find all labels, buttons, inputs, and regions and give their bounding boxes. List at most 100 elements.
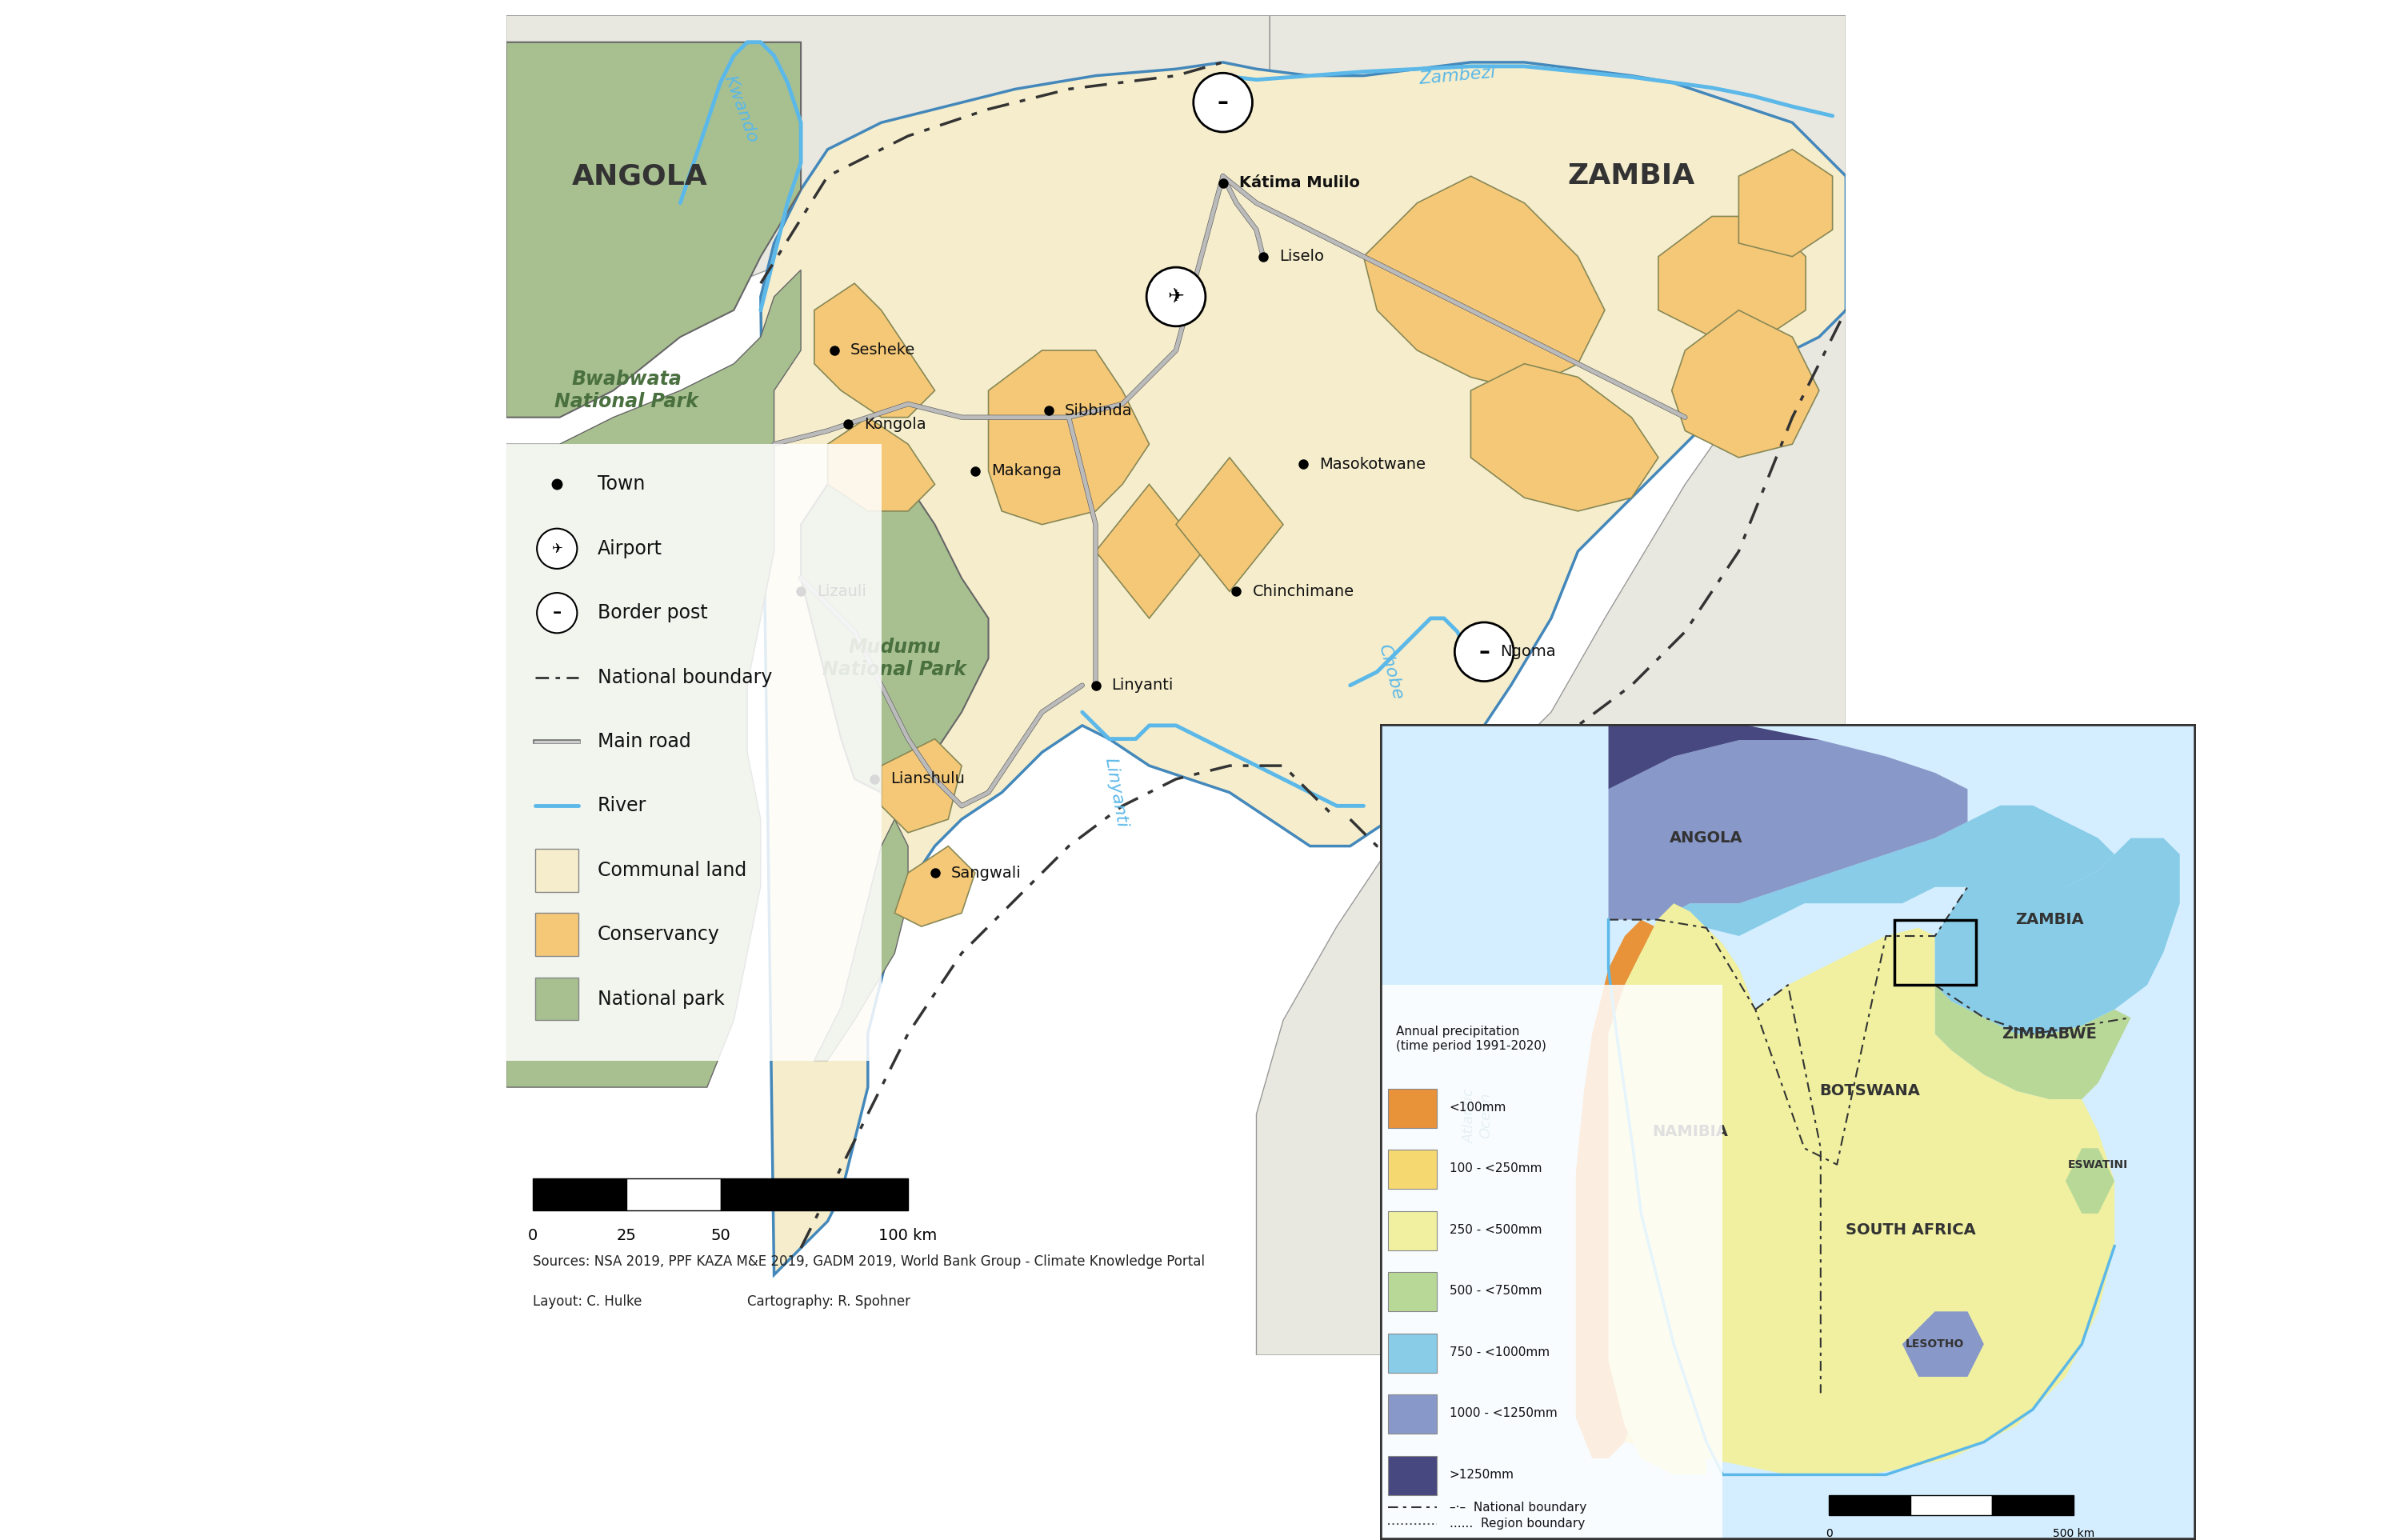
Text: River: River xyxy=(598,796,646,816)
Text: ✈: ✈ xyxy=(552,542,562,556)
Text: National boundary: National boundary xyxy=(598,668,773,687)
Polygon shape xyxy=(881,739,962,833)
Text: National park: National park xyxy=(598,989,725,1009)
Circle shape xyxy=(538,528,576,568)
Text: Atlantic
Ocean: Atlantic Ocean xyxy=(1462,1089,1493,1143)
FancyBboxPatch shape xyxy=(535,978,578,1019)
Text: ......  Region boundary: ...... Region boundary xyxy=(1450,1518,1584,1529)
FancyBboxPatch shape xyxy=(1829,1495,1910,1515)
Polygon shape xyxy=(1176,457,1284,591)
Text: Kátima Mulilo: Kátima Mulilo xyxy=(1238,176,1361,191)
Text: Linyanti: Linyanti xyxy=(1111,678,1174,693)
Text: Communal land: Communal land xyxy=(598,861,746,879)
FancyBboxPatch shape xyxy=(720,1178,907,1210)
Polygon shape xyxy=(1363,176,1606,391)
Text: 0: 0 xyxy=(528,1227,538,1243)
Polygon shape xyxy=(1255,310,1846,1355)
Polygon shape xyxy=(506,42,802,417)
FancyBboxPatch shape xyxy=(1387,1334,1438,1372)
Text: LESOTHO: LESOTHO xyxy=(1906,1338,1963,1349)
Text: BOTSWANA: BOTSWANA xyxy=(1486,805,1670,833)
Text: Lizauli: Lizauli xyxy=(816,584,866,599)
Text: Chinchimane: Chinchimane xyxy=(1253,584,1354,599)
Polygon shape xyxy=(1738,149,1834,257)
Text: Sesheke: Sesheke xyxy=(850,343,914,357)
Polygon shape xyxy=(506,270,802,1087)
Text: Annual precipitation
(time period 1991-2020): Annual precipitation (time period 1991-2… xyxy=(1397,1026,1546,1052)
Text: 500 - <750mm: 500 - <750mm xyxy=(1450,1284,1541,1297)
Text: Linyanti: Linyanti xyxy=(1102,756,1130,829)
FancyBboxPatch shape xyxy=(1910,1495,1992,1515)
Text: Kwando: Kwando xyxy=(720,74,761,145)
FancyBboxPatch shape xyxy=(1387,1210,1438,1250)
Text: SOUTH AFRICA: SOUTH AFRICA xyxy=(1846,1223,1975,1238)
Text: ✈: ✈ xyxy=(1166,286,1186,306)
FancyBboxPatch shape xyxy=(1992,1495,2074,1515)
FancyBboxPatch shape xyxy=(533,1178,626,1210)
FancyBboxPatch shape xyxy=(1387,1455,1438,1495)
Polygon shape xyxy=(1270,15,1846,351)
Polygon shape xyxy=(895,845,974,927)
Circle shape xyxy=(1193,72,1253,132)
Polygon shape xyxy=(1934,838,2179,1033)
Text: –: – xyxy=(1478,641,1490,664)
Text: Liselo: Liselo xyxy=(1279,249,1325,265)
Polygon shape xyxy=(989,351,1150,525)
Text: Layout: C. Hulke: Layout: C. Hulke xyxy=(533,1295,641,1309)
Polygon shape xyxy=(802,444,989,793)
Polygon shape xyxy=(1608,724,1822,788)
Text: –: – xyxy=(1217,91,1229,114)
Text: Makanga: Makanga xyxy=(991,464,1061,479)
FancyBboxPatch shape xyxy=(1380,724,2196,1540)
Text: Kongola: Kongola xyxy=(864,416,926,431)
Text: 100 km: 100 km xyxy=(878,1227,938,1243)
Polygon shape xyxy=(1608,904,2114,1475)
Text: ANGOLA: ANGOLA xyxy=(1670,830,1742,845)
Polygon shape xyxy=(814,819,907,1061)
Text: 750 - <1000mm: 750 - <1000mm xyxy=(1450,1346,1550,1358)
Polygon shape xyxy=(1097,484,1202,618)
Text: ZAMBIA: ZAMBIA xyxy=(1567,163,1694,189)
Polygon shape xyxy=(761,62,1846,1275)
Polygon shape xyxy=(1577,919,1658,1458)
Text: NAMIBIA: NAMIBIA xyxy=(1651,1124,1728,1140)
Text: 100 - <250mm: 100 - <250mm xyxy=(1450,1163,1541,1175)
Circle shape xyxy=(1147,268,1205,326)
Polygon shape xyxy=(1608,805,2114,936)
FancyBboxPatch shape xyxy=(1387,1150,1438,1189)
Text: ZIMBABWE: ZIMBABWE xyxy=(2002,1026,2098,1041)
Text: Border post: Border post xyxy=(598,604,708,622)
Text: 25: 25 xyxy=(617,1227,636,1243)
Text: Sibbinda: Sibbinda xyxy=(1066,403,1133,419)
Circle shape xyxy=(1454,622,1514,681)
Polygon shape xyxy=(506,15,1270,310)
Polygon shape xyxy=(1658,217,1805,337)
Text: Airport: Airport xyxy=(598,539,662,557)
Text: –·–  National boundary: –·– National boundary xyxy=(1450,1502,1586,1514)
Text: Sangwali: Sangwali xyxy=(950,865,1020,881)
FancyBboxPatch shape xyxy=(1387,1089,1438,1127)
Text: 50: 50 xyxy=(710,1227,730,1243)
Text: Ngoma: Ngoma xyxy=(1500,644,1555,659)
Polygon shape xyxy=(1934,986,2131,1100)
FancyBboxPatch shape xyxy=(1387,1395,1438,1434)
FancyBboxPatch shape xyxy=(626,1178,720,1210)
Text: Chobe: Chobe xyxy=(1375,642,1406,701)
Polygon shape xyxy=(1608,741,1968,919)
Text: 250 - <500mm: 250 - <500mm xyxy=(1450,1224,1541,1235)
Text: >1250mm: >1250mm xyxy=(1450,1469,1514,1480)
FancyBboxPatch shape xyxy=(506,444,881,1061)
Text: 500 km: 500 km xyxy=(2052,1528,2095,1538)
Text: 1000 - <1250mm: 1000 - <1250mm xyxy=(1450,1408,1558,1420)
Text: Masokotwane: Masokotwane xyxy=(1320,457,1426,471)
FancyBboxPatch shape xyxy=(535,849,578,892)
FancyBboxPatch shape xyxy=(1387,1272,1438,1312)
FancyBboxPatch shape xyxy=(506,15,1846,1355)
Text: ANGOLA: ANGOLA xyxy=(571,163,708,189)
Text: BOTSWANA: BOTSWANA xyxy=(1819,1084,1920,1098)
Text: ZAMBIA: ZAMBIA xyxy=(2016,912,2083,927)
Polygon shape xyxy=(1471,363,1658,511)
Polygon shape xyxy=(1754,927,1934,1394)
Text: 0: 0 xyxy=(1826,1528,1831,1538)
Text: Town: Town xyxy=(598,474,646,494)
